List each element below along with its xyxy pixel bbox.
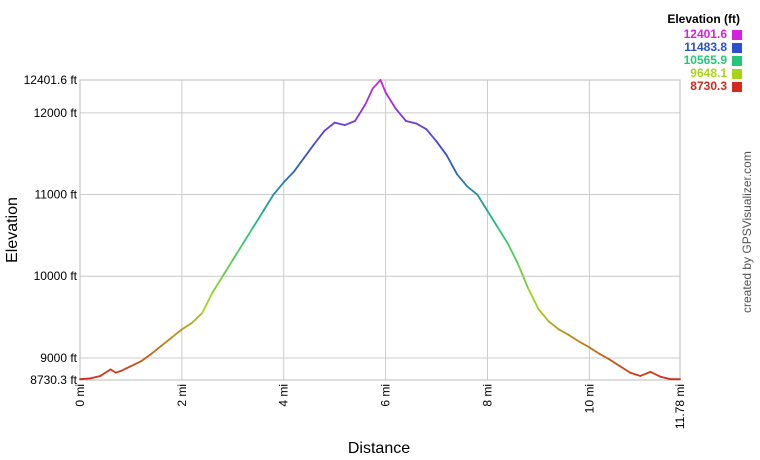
elevation-segment [293,156,306,173]
elevation-segment [379,79,387,94]
elevation-segment [191,312,204,324]
elevation-segment [496,226,509,245]
y-tick-label: 12401.6 ft [24,73,78,87]
legend-swatch [732,29,742,40]
legend-label: 8730.3 [690,79,727,93]
elevation-segment [456,173,468,188]
elevation-segment [425,128,438,143]
legend-entry: 11483.8 [667,41,742,54]
legend-entry: 12401.6 [667,28,742,41]
elevation-segment [313,129,326,145]
elevation-segment [659,375,672,381]
elevation-segment [282,170,295,184]
elevation-line [79,79,681,381]
x-tick-label: 11.78 mi [673,384,687,429]
elevation-segment [231,242,244,261]
legend-title: Elevation (ft) [667,12,740,26]
elevation-segment [547,320,560,331]
elevation-segment [435,140,448,157]
elevation-segment [445,154,458,176]
legend-label: 10565.9 [683,53,727,67]
x-tick-label: 4 mi [277,384,291,407]
elevation-segment [323,121,336,132]
y-tick-label: 10000 ft [34,269,78,283]
legend-label: 11483.8 [684,40,727,54]
grid [79,79,681,381]
elevation-segment [598,352,611,361]
elevation-segment [364,87,374,106]
x-axis-label: Distance [348,440,410,457]
elevation-segment [415,122,428,131]
legend-label: 9648.1 [690,66,727,80]
elevation-segment [568,334,581,343]
elevation-segment [537,308,550,323]
legend-swatch [732,42,742,53]
x-tick-label: 2 mi [175,384,189,407]
elevation-segment [527,287,540,310]
elevation-segment [242,226,255,245]
elevation-segment [618,365,631,374]
elevation-segment [466,185,479,196]
x-tick-label: 8 mi [480,384,494,407]
elevation-segment [371,79,382,90]
elevation-segment [639,370,652,377]
legend-label: 12401.6 [683,27,727,41]
elevation-segment [109,368,117,374]
elevation-segment [160,336,173,347]
elevation-segment [476,193,489,212]
elevation-segment [79,377,92,381]
elevation-segment [333,121,346,126]
elevation-segment [252,209,265,229]
y-tick-label: 8730.3 ft [30,373,77,387]
elevation-segment [486,209,499,229]
legend-entry: 10565.9 [667,54,742,67]
y-tick-label: 12000 ft [34,106,78,120]
y-axis-label: Elevation [4,197,21,263]
elevation-segment [405,120,418,125]
elevation-segment [506,242,519,265]
elevation-segment [303,142,316,159]
elevation-segment [272,181,285,196]
elevation-segment [140,352,153,363]
elevation-segment [384,91,397,110]
x-tick-label: 6 mi [379,384,393,407]
elevation-segment [394,107,407,122]
elevation-segment [170,328,183,339]
legend: Elevation (ft) 12401.6 11483.8 10565.9 9648… [667,12,742,93]
elevation-segment [201,291,214,314]
elevation-segment [221,259,234,278]
elevation-segment [608,358,621,368]
y-tick-label: 9000 ft [40,351,77,365]
elevation-segment [343,120,356,126]
elevation-segment [629,371,642,377]
elevation-segment [99,368,112,377]
elevation-segment [89,375,102,380]
legend-entry: 9648.1 [667,67,742,80]
plot-frame [79,79,681,381]
elevation-segment [557,328,570,336]
elevation-segment [119,365,132,372]
elevation-segment [150,344,163,355]
elevation-segment [517,263,530,290]
elevation-segment [180,321,193,331]
legend-entry: 8730.3 [667,80,742,93]
elevation-segment [262,193,275,212]
y-tick-labels: 8730.3 ft 9000 ft 10000 ft 11000 ft 12000 ft… [24,73,78,387]
elevation-segment [649,370,662,378]
elevation-segment [211,275,224,294]
x-tick-labels: 0 mi 2 mi 4 mi 6 mi 8 mi 10 mi 11.78 mi [73,384,687,429]
x-tick-label: 0 mi [73,384,87,407]
elevation-segment [130,360,143,368]
y-tick-label: 11000 ft [35,188,78,202]
elevation-segment [578,340,591,349]
legend-swatch [732,81,742,92]
credit-text: created by GPSVisualizer.com [740,151,754,313]
elevation-segment [354,103,367,122]
x-tick-label: 10 mi [582,384,596,413]
legend-swatch [732,55,742,66]
legend-swatch [732,68,742,79]
elevation-segment [588,346,601,355]
